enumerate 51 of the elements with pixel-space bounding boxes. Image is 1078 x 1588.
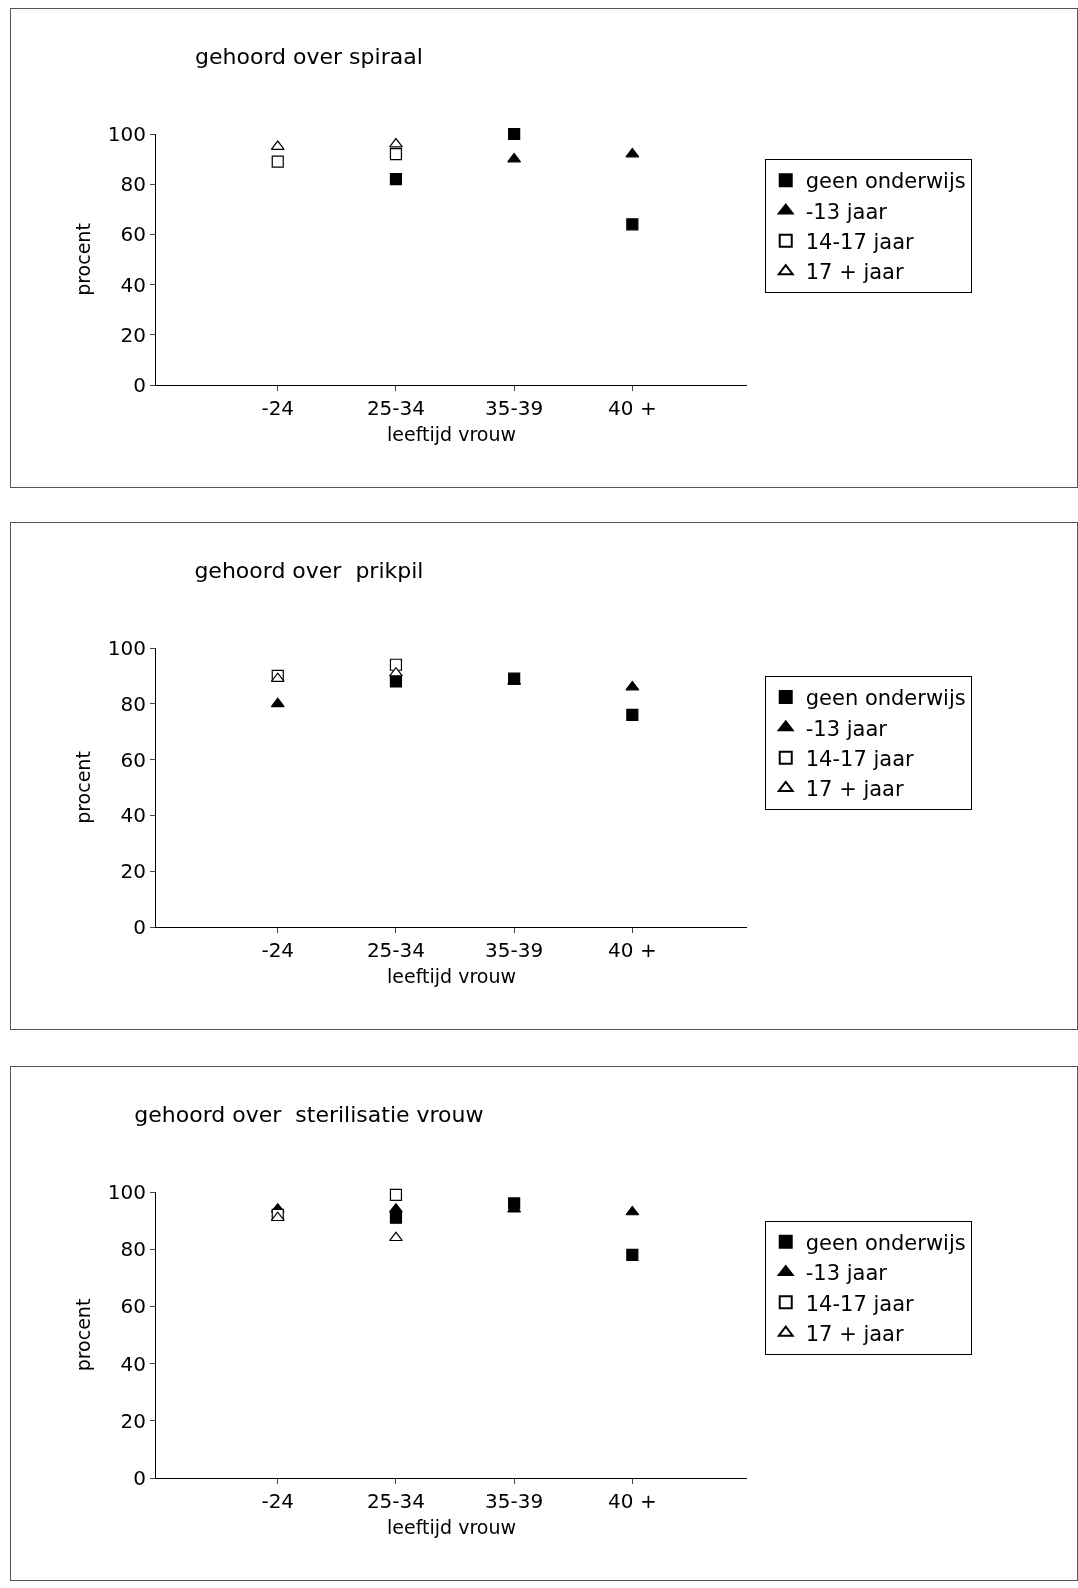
chart-title: gehoord over prikpil bbox=[194, 558, 424, 584]
y-tick-label: 40 bbox=[120, 272, 146, 297]
y-tick-label: 60 bbox=[120, 747, 146, 772]
y-tick-label: 0 bbox=[133, 1466, 146, 1490]
legend-label: 17 + jaar bbox=[805, 1321, 904, 1346]
x-tick-label: -24 bbox=[261, 1489, 295, 1513]
x-axis-title: leeftijd vrouw bbox=[387, 964, 516, 987]
y-tick-label: 80 bbox=[120, 1237, 146, 1262]
x-tick-label: 25-34 bbox=[366, 1489, 426, 1513]
y-axis-title: procent bbox=[71, 1298, 94, 1372]
legend-label: geen onderwijs bbox=[805, 1230, 966, 1255]
x-tick-label: 25-34 bbox=[366, 396, 426, 420]
y-tick-label: 60 bbox=[120, 222, 146, 247]
legend-label: 17 + jaar bbox=[805, 260, 904, 285]
x-tick-label: 35-39 bbox=[485, 1489, 544, 1513]
x-tick-label: 25-34 bbox=[366, 938, 426, 962]
legend-label: geen onderwijs bbox=[805, 686, 966, 711]
chart-title: gehoord over sterilisatie vrouw bbox=[134, 1102, 484, 1128]
y-axis-title: procent bbox=[71, 751, 94, 824]
y-tick-label: 40 bbox=[120, 803, 146, 828]
x-tick-label: -24 bbox=[261, 938, 295, 962]
legend-label: -13 jaar bbox=[805, 199, 888, 224]
x-tick-label: 35-39 bbox=[485, 396, 544, 420]
legend-label: 17 + jaar bbox=[805, 777, 904, 802]
legend-label: -13 jaar bbox=[805, 716, 888, 741]
y-tick-label: 100 bbox=[107, 636, 146, 660]
y-tick-label: 80 bbox=[120, 172, 146, 197]
x-tick-label: 40 + bbox=[608, 396, 657, 420]
legend-label: 14-17 jaar bbox=[805, 746, 914, 771]
y-tick-label: 0 bbox=[133, 915, 146, 939]
legend-label: -13 jaar bbox=[805, 1261, 888, 1286]
y-tick-label: 20 bbox=[120, 859, 146, 884]
y-tick-label: 0 bbox=[133, 373, 146, 397]
x-tick-label: 40 + bbox=[608, 1489, 657, 1513]
x-tick-label: 35-39 bbox=[485, 938, 544, 962]
y-tick-label: 20 bbox=[120, 322, 146, 347]
x-tick-label: 40 + bbox=[608, 938, 657, 962]
legend-label: 14-17 jaar bbox=[805, 1291, 914, 1316]
x-tick-label: -24 bbox=[261, 396, 295, 420]
y-tick-label: 80 bbox=[120, 691, 146, 716]
chart-title: gehoord over spiraal bbox=[195, 44, 423, 70]
y-tick-label: 60 bbox=[120, 1294, 146, 1319]
y-tick-label: 100 bbox=[107, 1180, 146, 1204]
x-axis-title: leeftijd vrouw bbox=[387, 1515, 516, 1538]
y-axis-title: procent bbox=[71, 223, 94, 296]
legend-label: geen onderwijs bbox=[805, 169, 966, 194]
y-tick-label: 100 bbox=[107, 122, 146, 146]
y-tick-label: 40 bbox=[120, 1351, 146, 1376]
y-tick-label: 20 bbox=[120, 1408, 146, 1433]
x-axis-title: leeftijd vrouw bbox=[387, 422, 516, 445]
legend-label: 14-17 jaar bbox=[805, 230, 914, 255]
